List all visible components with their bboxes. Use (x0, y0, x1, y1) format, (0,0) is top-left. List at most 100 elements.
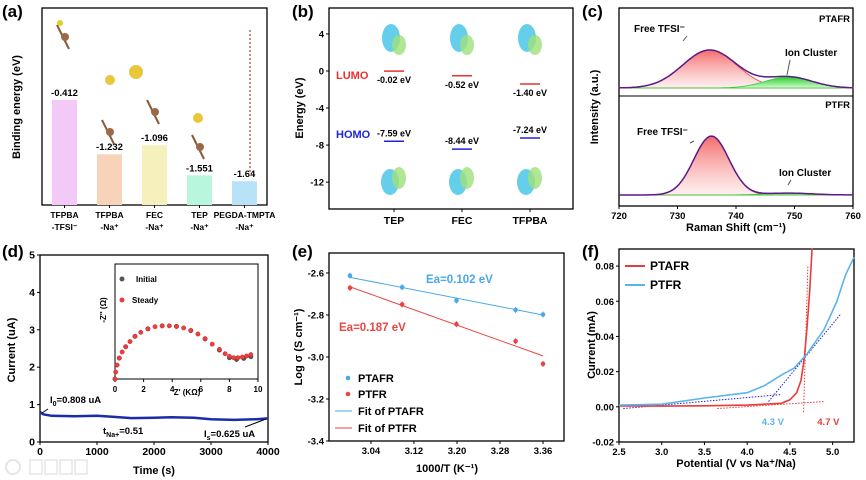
nyquist-point-steady (145, 326, 151, 332)
legend-marker (119, 276, 125, 282)
x-tick-label: 3.36 (534, 446, 553, 457)
bar (232, 181, 257, 205)
lumo-value-label: -0.02 eV (377, 75, 411, 85)
homo-value-label: -8.44 eV (445, 136, 479, 146)
panel-b-energy-levels: 4 0 -4 -8 -12 Energy (eV) LUMO HOMO TEP -0.02 eV -… (294, 7, 574, 227)
x-tick-label: 730 (670, 211, 686, 222)
legend-marker (345, 391, 351, 397)
annotation-arrow (787, 179, 792, 186)
y-tick-label: 2 (29, 362, 35, 374)
watermark-glyph (44, 459, 58, 475)
legend-label: PTFR (650, 278, 682, 292)
annotation-arrow (244, 418, 267, 428)
nyquist-point-steady (152, 324, 158, 330)
fit-line (349, 276, 544, 316)
series-label: PTAFR (819, 14, 850, 25)
bar (142, 145, 167, 205)
lumo-orbital-lobe (528, 35, 542, 55)
sodium-ion-sphere (193, 113, 203, 123)
nyquist-point-steady (222, 351, 228, 357)
x-tick-label: PEGDA-TMPTA (214, 210, 276, 220)
watermark-glyph (29, 459, 43, 475)
lumo-value-label: -0.52 eV (445, 80, 479, 90)
y-tick-label: -3.2 (308, 394, 324, 405)
inset-y-axis-label: -Z'' (Ω) (99, 297, 108, 323)
x-tick-label: 720 (611, 211, 627, 222)
nyquist-point-steady (166, 323, 172, 329)
x-tick-label: 3.12 (405, 446, 424, 457)
transference-number-annotation: tNa+=0.51 (103, 426, 144, 439)
nyquist-point-steady (127, 339, 133, 344)
fit-line (349, 286, 544, 357)
bar (52, 100, 77, 205)
peak-annotation: Ion Cluster (785, 48, 837, 59)
x-tick-label: 3.5 (698, 447, 712, 458)
y-axis-label: Binding energy (eV) (11, 55, 23, 159)
x-tick-label: 2 (141, 385, 146, 394)
legend-label: Fit of PTAFR (358, 406, 424, 418)
bar-value-label: -1.096 (141, 133, 168, 144)
molecule-atom (106, 128, 114, 136)
panel-c-raman-spectra: 720 730 740 750 760 Raman Shift (cm⁻¹) Intensi… (589, 7, 861, 234)
y-axis-label: Intensity (a.u.) (589, 69, 601, 144)
data-point-ptafr (454, 298, 459, 303)
watermark-icon (5, 459, 21, 475)
nyquist-point-steady (188, 328, 194, 333)
data-point-ptafr (347, 273, 353, 278)
panel-label: (e) (292, 242, 313, 261)
nyquist-point-steady (138, 329, 144, 335)
bar-value-label: -1.232 (96, 142, 123, 153)
x-tick-label: -Na⁺ (190, 222, 209, 232)
bar-value-label: -1.64 (234, 169, 256, 180)
x-tick-label: 2000 (142, 446, 166, 458)
x-tick-label: -Na⁺ (235, 222, 254, 232)
watermark-glyph (74, 459, 88, 475)
nyquist-point-steady (239, 354, 245, 360)
x-tick-label: 5.0 (826, 447, 839, 458)
panel-e-axes-frame (328, 252, 565, 442)
x-tick-label: TEP (191, 210, 208, 220)
data-point-ptfr (399, 302, 405, 307)
lsv-curve-ptafr (618, 248, 813, 407)
y-tick-label: -2.6 (308, 268, 324, 279)
nyquist-point-steady (174, 323, 179, 329)
legend-label: Steady (132, 296, 159, 305)
data-point-ptfr (454, 321, 459, 327)
molecule-atom (57, 20, 63, 26)
x-tick-label: 4.5 (783, 447, 797, 458)
bar (187, 175, 212, 205)
peak-annotation: Ion Cluster (779, 168, 831, 179)
watermark-logo (5, 459, 88, 475)
annotation-arrow (786, 59, 791, 76)
peak-annotation: Free TFSI⁻ (637, 127, 688, 138)
x-tick-label: 6 (199, 385, 204, 394)
nyquist-point-steady (119, 349, 125, 355)
bar-value-label: -0.412 (51, 88, 78, 99)
x-tick-label: 0 (113, 385, 118, 394)
y-tick-label: 4 (29, 287, 35, 299)
y-tick-label: 4 (319, 29, 325, 40)
homo-value-label: -7.59 eV (377, 128, 411, 138)
panel-label: (b) (292, 2, 314, 21)
legend-label: PTAFR (358, 373, 394, 385)
i0-annotation-value: =0.808 uA (57, 395, 102, 406)
y-tick-label: -0.02 (592, 438, 614, 449)
current-curve (39, 411, 269, 422)
x-tick-label: -Na⁺ (100, 222, 119, 232)
series-label: PTFR (825, 100, 850, 111)
y-tick-label: 1 (29, 399, 35, 411)
sodium-ion-sphere (129, 65, 143, 79)
x-tick-label: 4 (170, 385, 175, 394)
nyquist-point-steady (114, 362, 120, 368)
bar-value-label: -1.551 (186, 163, 214, 174)
x-tick-label: TFPBA (95, 210, 123, 220)
is-annotation-main: I (204, 429, 207, 440)
nyquist-point-steady (181, 325, 187, 331)
y-tick-label: 5 (29, 250, 35, 262)
nyquist-point-steady (209, 341, 215, 347)
x-tick-label: 3.28 (491, 446, 510, 457)
y-axis-label: Current (uA) (6, 317, 18, 382)
y-tick-label: 3 (29, 324, 35, 336)
nyquist-point-steady (132, 333, 138, 339)
